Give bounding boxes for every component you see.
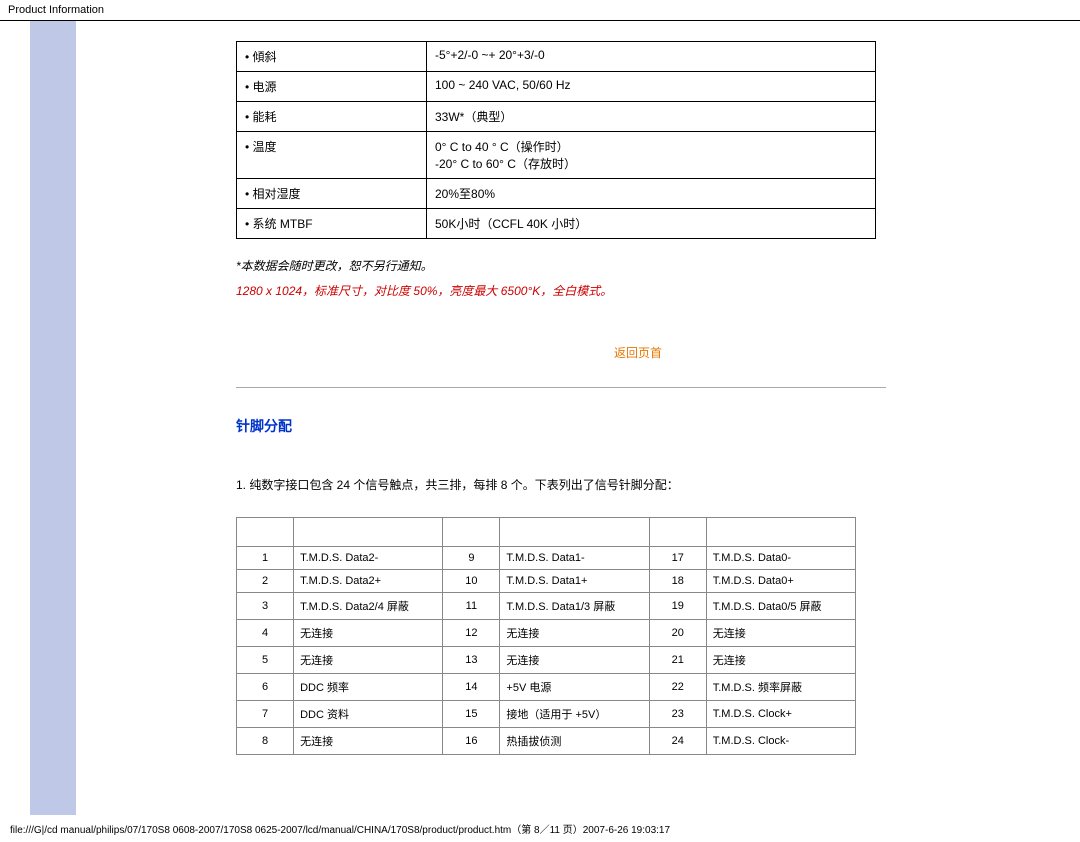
spec-label: • 相对湿度 — [237, 179, 427, 209]
pin-signal: T.M.D.S. Data2/4 屏蔽 — [294, 593, 443, 620]
pin-signal: 无连接 — [294, 728, 443, 755]
spec-value: -5°+2/-0 ~+ 20°+3/-0 — [427, 42, 876, 72]
back-link-wrap: 返回页首 — [236, 344, 1040, 362]
content-wrap: • 傾斜-5°+2/-0 ~+ 20°+3/-0• 电源100 ~ 240 VA… — [0, 21, 1080, 815]
pin-number: 11 — [443, 593, 500, 620]
pin-number: 6 — [237, 674, 294, 701]
spec-label: • 系统 MTBF — [237, 209, 427, 239]
pin-number: 3 — [237, 593, 294, 620]
spec-row: • 温度0° C to 40 ° C（操作时） -20° C to 60° C（… — [237, 132, 876, 179]
pin-row: 4无连接12无连接20无连接 — [237, 620, 856, 647]
pin-row: 7DDC 资料15接地（适用于 +5V）23T.M.D.S. Clock+ — [237, 701, 856, 728]
pin-signal: 无连接 — [294, 647, 443, 674]
spec-row: • 能耗33W*（典型） — [237, 102, 876, 132]
spec-table: • 傾斜-5°+2/-0 ~+ 20°+3/-0• 电源100 ~ 240 VA… — [236, 41, 876, 239]
pin-signal: 无连接 — [706, 647, 855, 674]
spec-row: • 电源100 ~ 240 VAC, 50/60 Hz — [237, 72, 876, 102]
pin-row: 1T.M.D.S. Data2-9T.M.D.S. Data1-17T.M.D.… — [237, 547, 856, 570]
pin-signal: T.M.D.S. Data1+ — [500, 570, 649, 593]
pin-number: 23 — [649, 701, 706, 728]
pin-number: 22 — [649, 674, 706, 701]
section-title: 针脚分配 — [236, 416, 1040, 436]
spec-label: • 傾斜 — [237, 42, 427, 72]
pin-signal: T.M.D.S. Data2- — [294, 547, 443, 570]
header-title: Product Information — [8, 4, 104, 16]
pin-number: 13 — [443, 647, 500, 674]
pin-row: 3T.M.D.S. Data2/4 屏蔽11T.M.D.S. Data1/3 屏… — [237, 593, 856, 620]
pin-signal: +5V 电源 — [500, 674, 649, 701]
spec-row: • 相对湿度20%至80% — [237, 179, 876, 209]
section-divider — [236, 387, 886, 388]
pin-number: 21 — [649, 647, 706, 674]
pin-number: 4 — [237, 620, 294, 647]
spec-value: 33W*（典型） — [427, 102, 876, 132]
pin-row: 8无连接16热插拔侦测24T.M.D.S. Clock- — [237, 728, 856, 755]
pin-signal: 无连接 — [500, 647, 649, 674]
pin-number: 1 — [237, 547, 294, 570]
pin-signal: T.M.D.S. Data0/5 屏蔽 — [706, 593, 855, 620]
pin-number: 8 — [237, 728, 294, 755]
spec-value: 20%至80% — [427, 179, 876, 209]
pin-number: 12 — [443, 620, 500, 647]
spec-note-red: 1280 x 1024，标准尺寸，对比度 50%，亮度最大 6500°K，全白模… — [236, 282, 1040, 299]
pin-number: 24 — [649, 728, 706, 755]
pin-table: 针脚号 信号分配 针脚号 信号分配 针脚号 信号分配 1T.M.D.S. Dat… — [236, 517, 856, 755]
pin-header-pin: 针脚号 — [237, 518, 294, 547]
pin-header-pin: 针脚号 — [443, 518, 500, 547]
pin-header-pin: 针脚号 — [649, 518, 706, 547]
spec-value: 50K小时（CCFL 40K 小时） — [427, 209, 876, 239]
spec-label: • 能耗 — [237, 102, 427, 132]
pin-signal: T.M.D.S. Data0+ — [706, 570, 855, 593]
pin-number: 18 — [649, 570, 706, 593]
page-header: Product Information — [0, 0, 1080, 21]
pin-signal: T.M.D.S. Data0- — [706, 547, 855, 570]
pin-signal: DDC 资料 — [294, 701, 443, 728]
pin-signal: 无连接 — [294, 620, 443, 647]
pin-signal: 热插拔侦测 — [500, 728, 649, 755]
pin-signal: T.M.D.S. Data2+ — [294, 570, 443, 593]
pin-signal: 无连接 — [500, 620, 649, 647]
spec-row: • 系统 MTBF50K小时（CCFL 40K 小时） — [237, 209, 876, 239]
pin-number: 16 — [443, 728, 500, 755]
pin-row: 6DDC 频率14+5V 电源22T.M.D.S. 频率屏蔽 — [237, 674, 856, 701]
pin-number: 10 — [443, 570, 500, 593]
pin-signal: T.M.D.S. Clock+ — [706, 701, 855, 728]
pin-row: 5无连接13无连接21无连接 — [237, 647, 856, 674]
pin-header-signal: 信号分配 — [294, 518, 443, 547]
pin-description: 1. 纯数字接口包含 24 个信号触点，共三排，每排 8 个。下表列出了信号针脚… — [236, 476, 1040, 493]
main-content: • 傾斜-5°+2/-0 ~+ 20°+3/-0• 电源100 ~ 240 VA… — [76, 21, 1080, 815]
pin-header-signal: 信号分配 — [706, 518, 855, 547]
spec-label: • 电源 — [237, 72, 427, 102]
back-to-top-link[interactable]: 返回页首 — [614, 346, 662, 360]
spec-value: 0° C to 40 ° C（操作时） -20° C to 60° C（存放时） — [427, 132, 876, 179]
pin-number: 15 — [443, 701, 500, 728]
pin-number: 2 — [237, 570, 294, 593]
pin-header-signal: 信号分配 — [500, 518, 649, 547]
pin-signal: DDC 频率 — [294, 674, 443, 701]
pin-signal: T.M.D.S. Data1/3 屏蔽 — [500, 593, 649, 620]
pin-number: 5 — [237, 647, 294, 674]
footer-path: file:///G|/cd manual/philips/07/170S8 06… — [10, 825, 670, 836]
spec-note: *本数据会随时更改，恕不另行通知。 — [236, 257, 1040, 274]
pin-signal: T.M.D.S. Clock- — [706, 728, 855, 755]
sidebar-band — [30, 21, 76, 815]
pin-number: 9 — [443, 547, 500, 570]
pin-signal: 接地（适用于 +5V） — [500, 701, 649, 728]
spec-row: • 傾斜-5°+2/-0 ~+ 20°+3/-0 — [237, 42, 876, 72]
pin-number: 17 — [649, 547, 706, 570]
pin-row: 2T.M.D.S. Data2+10T.M.D.S. Data1+18T.M.D… — [237, 570, 856, 593]
pin-number: 20 — [649, 620, 706, 647]
page-footer: file:///G|/cd manual/philips/07/170S8 06… — [0, 815, 1080, 842]
pin-number: 19 — [649, 593, 706, 620]
pin-signal: 无连接 — [706, 620, 855, 647]
spec-label: • 温度 — [237, 132, 427, 179]
pin-header-row: 针脚号 信号分配 针脚号 信号分配 针脚号 信号分配 — [237, 518, 856, 547]
pin-number: 14 — [443, 674, 500, 701]
pin-signal: T.M.D.S. Data1- — [500, 547, 649, 570]
pin-number: 7 — [237, 701, 294, 728]
spec-value: 100 ~ 240 VAC, 50/60 Hz — [427, 72, 876, 102]
pin-signal: T.M.D.S. 频率屏蔽 — [706, 674, 855, 701]
